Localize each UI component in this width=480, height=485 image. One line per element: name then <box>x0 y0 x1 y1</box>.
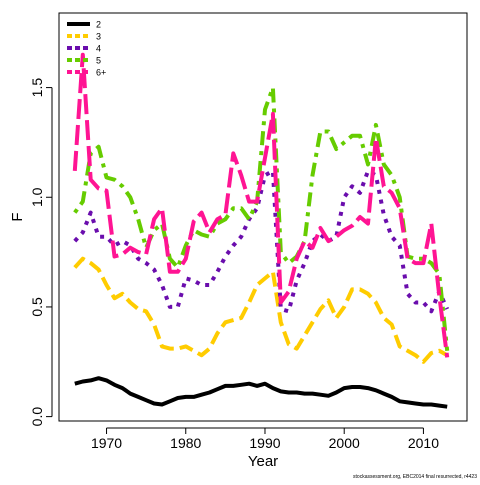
x-tick-label: 1990 <box>249 435 280 451</box>
legend-label: 2 <box>96 20 101 30</box>
x-tick-label: 2000 <box>329 435 360 451</box>
y-ticks: 0.0 0.5 1.0 1.5 <box>29 78 53 427</box>
footnote: stockassessment.org, EBC2014 final resur… <box>353 474 477 480</box>
y-tick-label: 1.0 <box>29 187 45 207</box>
y-axis-label: F <box>9 212 26 221</box>
legend-label: 4 <box>96 44 101 54</box>
legend-label: 6+ <box>96 68 106 78</box>
legend-label: 5 <box>96 56 101 66</box>
y-tick-label: 1.5 <box>29 78 45 98</box>
x-tick-label: 2010 <box>408 435 439 451</box>
x-tick-label: 1970 <box>91 435 122 451</box>
series-line-5 <box>73 85 450 352</box>
plot-frame <box>58 12 468 422</box>
series-line-2 <box>74 376 448 409</box>
x-ticks: 1970 1980 1990 2000 2010 <box>91 427 439 451</box>
y-tick-label: 0.5 <box>29 297 45 317</box>
y-tick-label: 0.0 <box>29 407 45 427</box>
series-line-4 <box>73 168 450 314</box>
legend-label: 3 <box>96 32 101 42</box>
series-line-3 <box>73 256 449 364</box>
legend: 2 3 4 5 6+ <box>67 20 106 78</box>
series-line-6plus <box>72 52 450 358</box>
x-axis-label: Year <box>248 453 278 470</box>
series-layer <box>72 52 450 409</box>
x-tick-label: 1980 <box>170 435 201 451</box>
